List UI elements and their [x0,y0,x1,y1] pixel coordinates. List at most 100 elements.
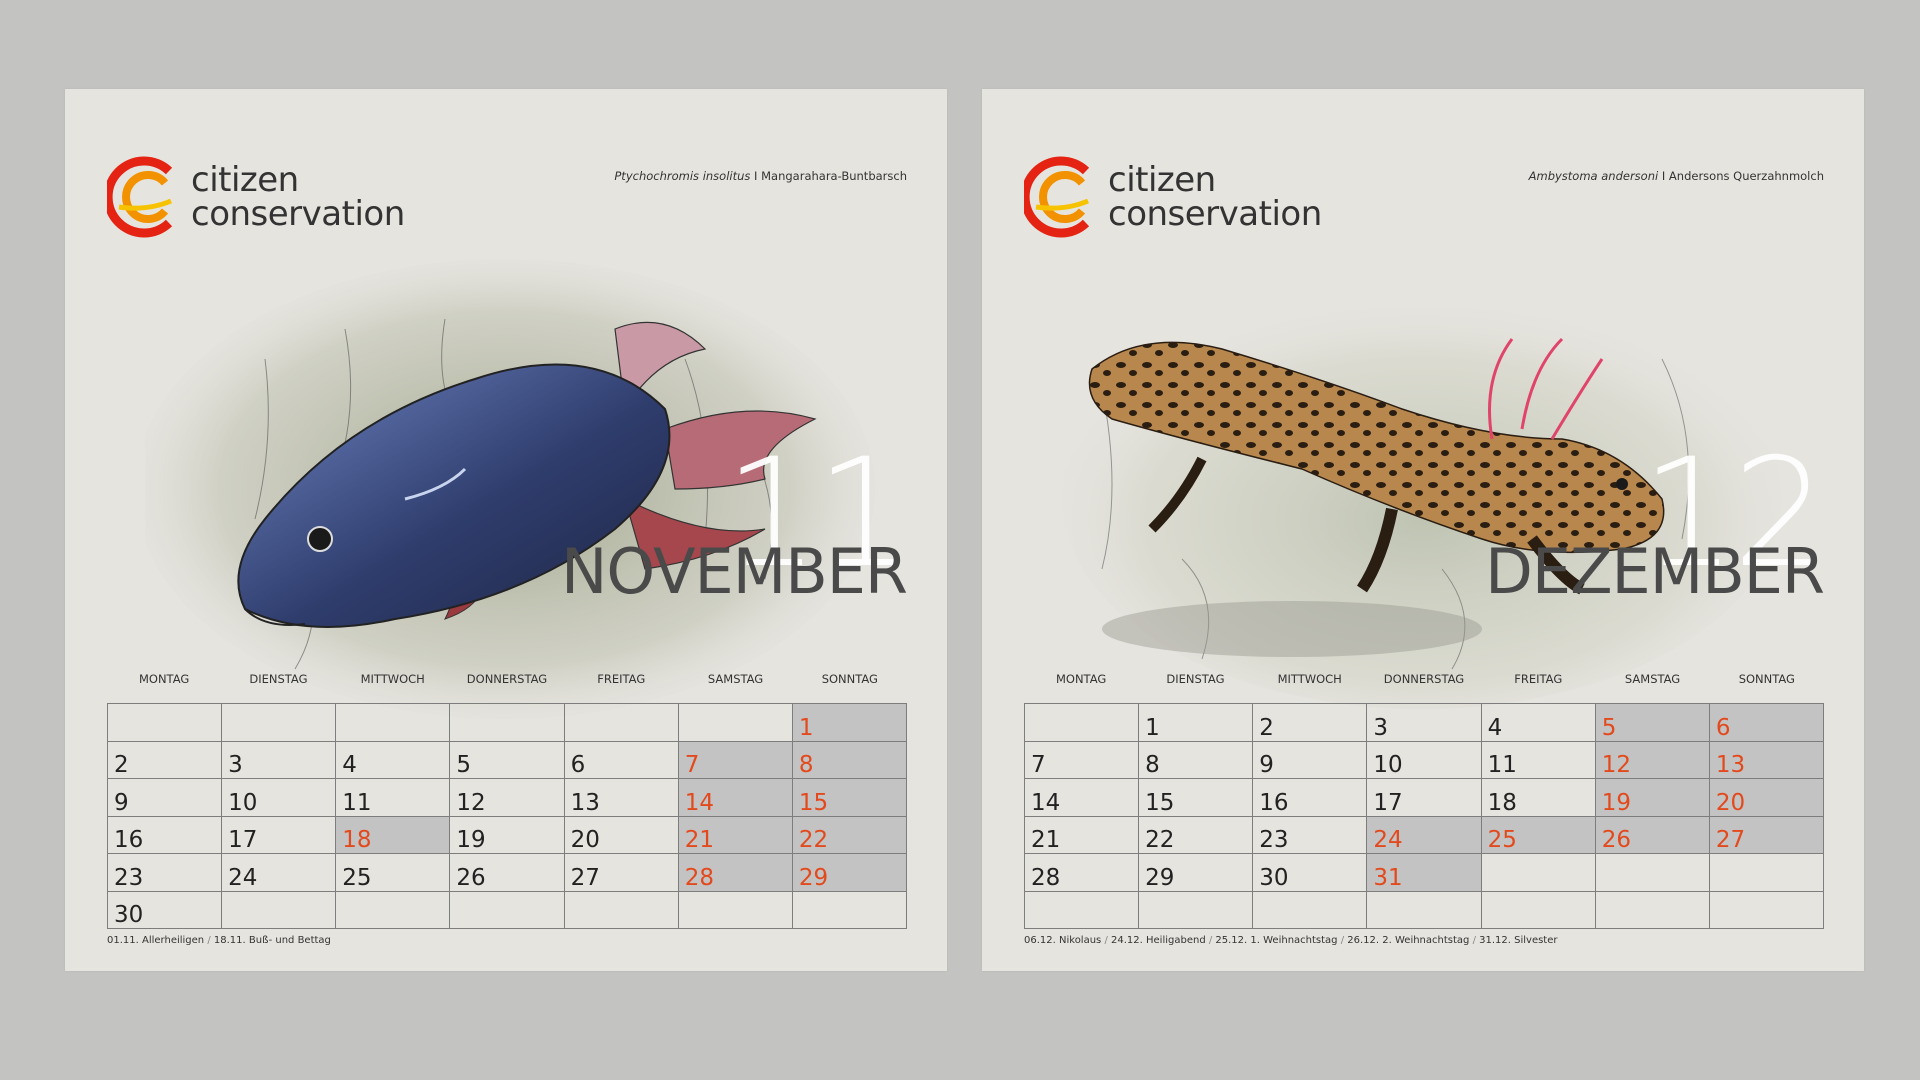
day-cell-7: 7 [677,740,793,779]
day-cell-26: 26 [1594,815,1710,854]
day-cell-16: 16 [1252,778,1368,817]
empty-day-cell [221,890,337,929]
species-separator: I [754,169,758,183]
weekday-samstag: SAMSTAG [1624,672,1681,686]
empty-day-cell [106,703,223,742]
weekday-montag: MONTAG [138,672,190,686]
day-cell-8: 8 [1138,740,1254,779]
day-cell-18: 18 [1480,778,1596,817]
cichlid-fish-illustration [135,259,875,719]
day-cell-18: 18 [335,815,451,854]
day-cell-3: 3 [221,740,337,779]
empty-day-cell [449,890,565,929]
holiday-date: 25.12. [1215,935,1251,946]
empty-day-cell [335,890,451,929]
calendar-grid: 1 2 3 4 5 6 7 8 9 10 11 12 13 14 15 16 17 18 19 20 21 22 23 24 2… [1023,703,1825,929]
species-illustration [135,239,885,759]
holiday-separator: / [1337,935,1348,946]
day-cell-24: 24 [1366,815,1482,854]
holiday-date: 06.12. [1024,935,1059,946]
empty-day-cell [449,703,565,742]
day-cell-23: 23 [106,853,223,892]
calendar-week-row: 16 17 18 19 20 21 22 [106,815,908,854]
day-cell-3: 3 [1366,703,1482,742]
empty-day-cell [1594,853,1710,892]
empty-day-cell [221,703,337,742]
holiday-date: 31.12. [1479,935,1515,946]
empty-day-cell [1023,890,1140,929]
day-cell-19: 19 [1594,778,1710,817]
cc-logo-icon [107,156,173,238]
citizen-conservation-logo: citizen conservation [1024,151,1344,243]
day-cell-26: 26 [449,853,565,892]
species-caption: Ptychochromis insolitus I Mangarahara-Bu… [614,169,907,183]
weekday-header-row: MONTAG DIENSTAG MITTWOCH DONNERSTAG FREITAG S… [1024,672,1824,688]
species-common-name: Mangarahara-Buntbarsch [761,169,907,183]
empty-day-cell [677,703,793,742]
day-cell-22: 22 [1138,815,1254,854]
day-cell-29: 29 [1138,853,1254,892]
axolotl-illustration [1062,289,1782,709]
logo-text-line1: citizen [191,160,299,200]
holiday-name: Buß- und Bettag [248,935,331,946]
holiday-footnote: 01.11. Allerheiligen / 18.11. Buß- und B… [107,935,331,946]
weekday-header-row: MONTAG DIENSTAG MITTWOCH DONNERSTAG FREITAG S… [107,672,907,688]
empty-day-cell [563,890,679,929]
calendar-grid: 1 2 3 4 5 6 7 8 9 10 11 12 13 14 15 16 17 18 19 20 21 22 23 24 2… [106,703,908,929]
weekday-freitag: FREITAG [597,672,646,686]
day-cell-17: 17 [1366,778,1482,817]
day-cell-5: 5 [1594,703,1710,742]
holiday-name: Heiligabend [1146,935,1206,946]
month-name: DEZEMBER [1485,535,1825,608]
species-latin-name: Ambystoma andersoni [1528,169,1659,183]
species-separator: I [1661,169,1666,183]
day-cell-15: 15 [791,778,908,817]
day-cell-29: 29 [791,853,908,892]
day-cell-1: 1 [791,703,908,742]
logo-text-line1: citizen [1108,160,1216,200]
holiday-separator: / [1469,935,1480,946]
holiday-separator: / [1205,935,1216,946]
species-latin-name: Ptychochromis insolitus [614,169,751,183]
day-cell-11: 11 [335,778,451,817]
calendar-week-row: 14 15 16 17 18 19 20 [1023,778,1825,817]
weekday-dienstag: DIENSTAG [249,672,308,686]
day-cell-1: 1 [1138,703,1254,742]
empty-day-cell [1480,853,1596,892]
day-cell-31: 31 [1366,853,1482,892]
day-cell-8: 8 [791,740,908,779]
weekday-donnerstag: DONNERSTAG [466,672,548,686]
day-cell-21: 21 [677,815,793,854]
calendar-week-row: 9 10 11 12 13 14 15 [106,778,908,817]
empty-day-cell [1252,890,1368,929]
logo-text-line2: conservation [1108,194,1322,234]
empty-day-cell [1366,890,1482,929]
calendar-week-row: 23 24 25 26 27 28 29 [106,853,908,892]
weekday-dienstag: DIENSTAG [1166,672,1225,686]
day-cell-28: 28 [677,853,793,892]
day-cell-11: 11 [1480,740,1596,779]
day-cell-9: 9 [1252,740,1368,779]
day-cell-27: 27 [563,853,679,892]
weekday-sonntag: SONNTAG [821,672,878,686]
weekday-mittwoch: MITTWOCH [1277,672,1342,686]
holiday-name: Allerheiligen [142,935,205,946]
month-number: 11 [724,427,911,601]
day-cell-6: 6 [563,740,679,779]
species-common-name: Andersons Querzahnmolch [1668,169,1824,183]
holiday-date: 18.11. [213,935,249,946]
holiday-name: 2. Weihnachtstag [1382,935,1470,946]
day-cell-20: 20 [563,815,679,854]
holiday-separator: / [1101,935,1111,946]
empty-day-cell [1480,890,1596,929]
day-cell-10: 10 [1366,740,1482,779]
calendar-week-row: 1 [106,703,908,742]
holiday-name: Silvester [1514,935,1558,946]
holiday-footnote: 06.12. Nikolaus / 24.12. Heiligabend / 2… [1024,935,1558,946]
month-name: NOVEMBER [561,535,908,608]
day-cell-12: 12 [449,778,565,817]
empty-day-cell [1708,853,1825,892]
calendar-week-row: 7 8 9 10 11 12 13 [1023,740,1825,779]
